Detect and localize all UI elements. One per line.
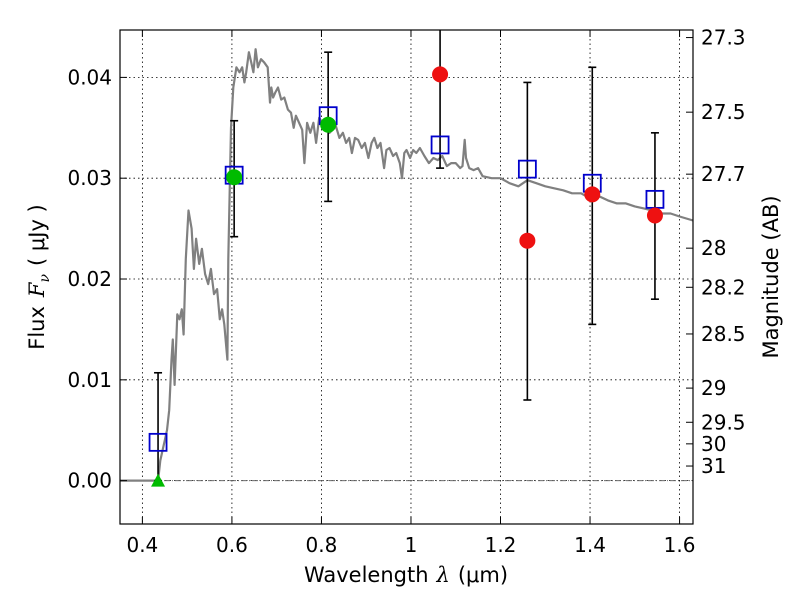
right-axis-tick-label: 27.3 xyxy=(701,26,746,50)
right-axis-label: Magnitude (AB) xyxy=(759,195,783,358)
x-tick-label: 1.6 xyxy=(664,533,696,557)
right-axis-tick-label: 28.2 xyxy=(701,275,746,299)
y-tick-label: 0.00 xyxy=(67,469,112,493)
detection-point xyxy=(320,116,337,133)
x-tick-label: 1.4 xyxy=(574,533,606,557)
upper-limit-triangle xyxy=(151,473,166,487)
y-axis-label: FluxFν( μJy ) xyxy=(25,204,53,349)
grid-lines xyxy=(120,30,693,524)
nondetection-point xyxy=(584,186,601,203)
right-axis-tick-label: 28.5 xyxy=(701,322,746,346)
right-axis-tick-label: 29 xyxy=(701,376,726,400)
model-flux-square xyxy=(430,135,450,155)
x-tick-label: 1 xyxy=(405,533,418,557)
nondetection-point xyxy=(519,232,536,249)
y-tick-label: 0.04 xyxy=(67,65,112,89)
right-axis-tick-label: 30 xyxy=(701,432,726,456)
x-tick-label: 0.8 xyxy=(306,533,338,557)
model-spectrum-line xyxy=(120,48,693,482)
right-axis-tick-label: 28 xyxy=(701,236,726,260)
nondetection-point xyxy=(646,207,663,224)
y-tick-label: 0.01 xyxy=(67,368,112,392)
y-tick-label: 0.03 xyxy=(67,166,112,190)
x-tick-label: 0.4 xyxy=(126,533,158,557)
x-tick-label: 0.6 xyxy=(216,533,248,557)
plot-frame xyxy=(119,29,694,525)
nondetection-point xyxy=(432,66,449,83)
x-tick-label: 1.2 xyxy=(485,533,517,557)
right-axis-tick-label: 27.5 xyxy=(701,100,746,124)
right-axis-tick-label: 27.7 xyxy=(701,162,746,186)
x-axis-label: Wavelength λ (μm) xyxy=(304,563,508,587)
axis-ticks: 0.4 0.6 0.8 1 1.2 1.4 1.6 0.00 0.01 0.02 0.03 0.04 2… xyxy=(67,26,745,557)
model-flux-square xyxy=(517,159,537,179)
right-axis-tick-label: 29.5 xyxy=(701,410,746,434)
right-axis-tick-label: 31 xyxy=(701,454,726,478)
detection-point xyxy=(226,169,243,186)
plot-area xyxy=(120,30,693,487)
y-tick-label: 0.02 xyxy=(67,267,112,291)
model-flux-square xyxy=(148,432,168,452)
